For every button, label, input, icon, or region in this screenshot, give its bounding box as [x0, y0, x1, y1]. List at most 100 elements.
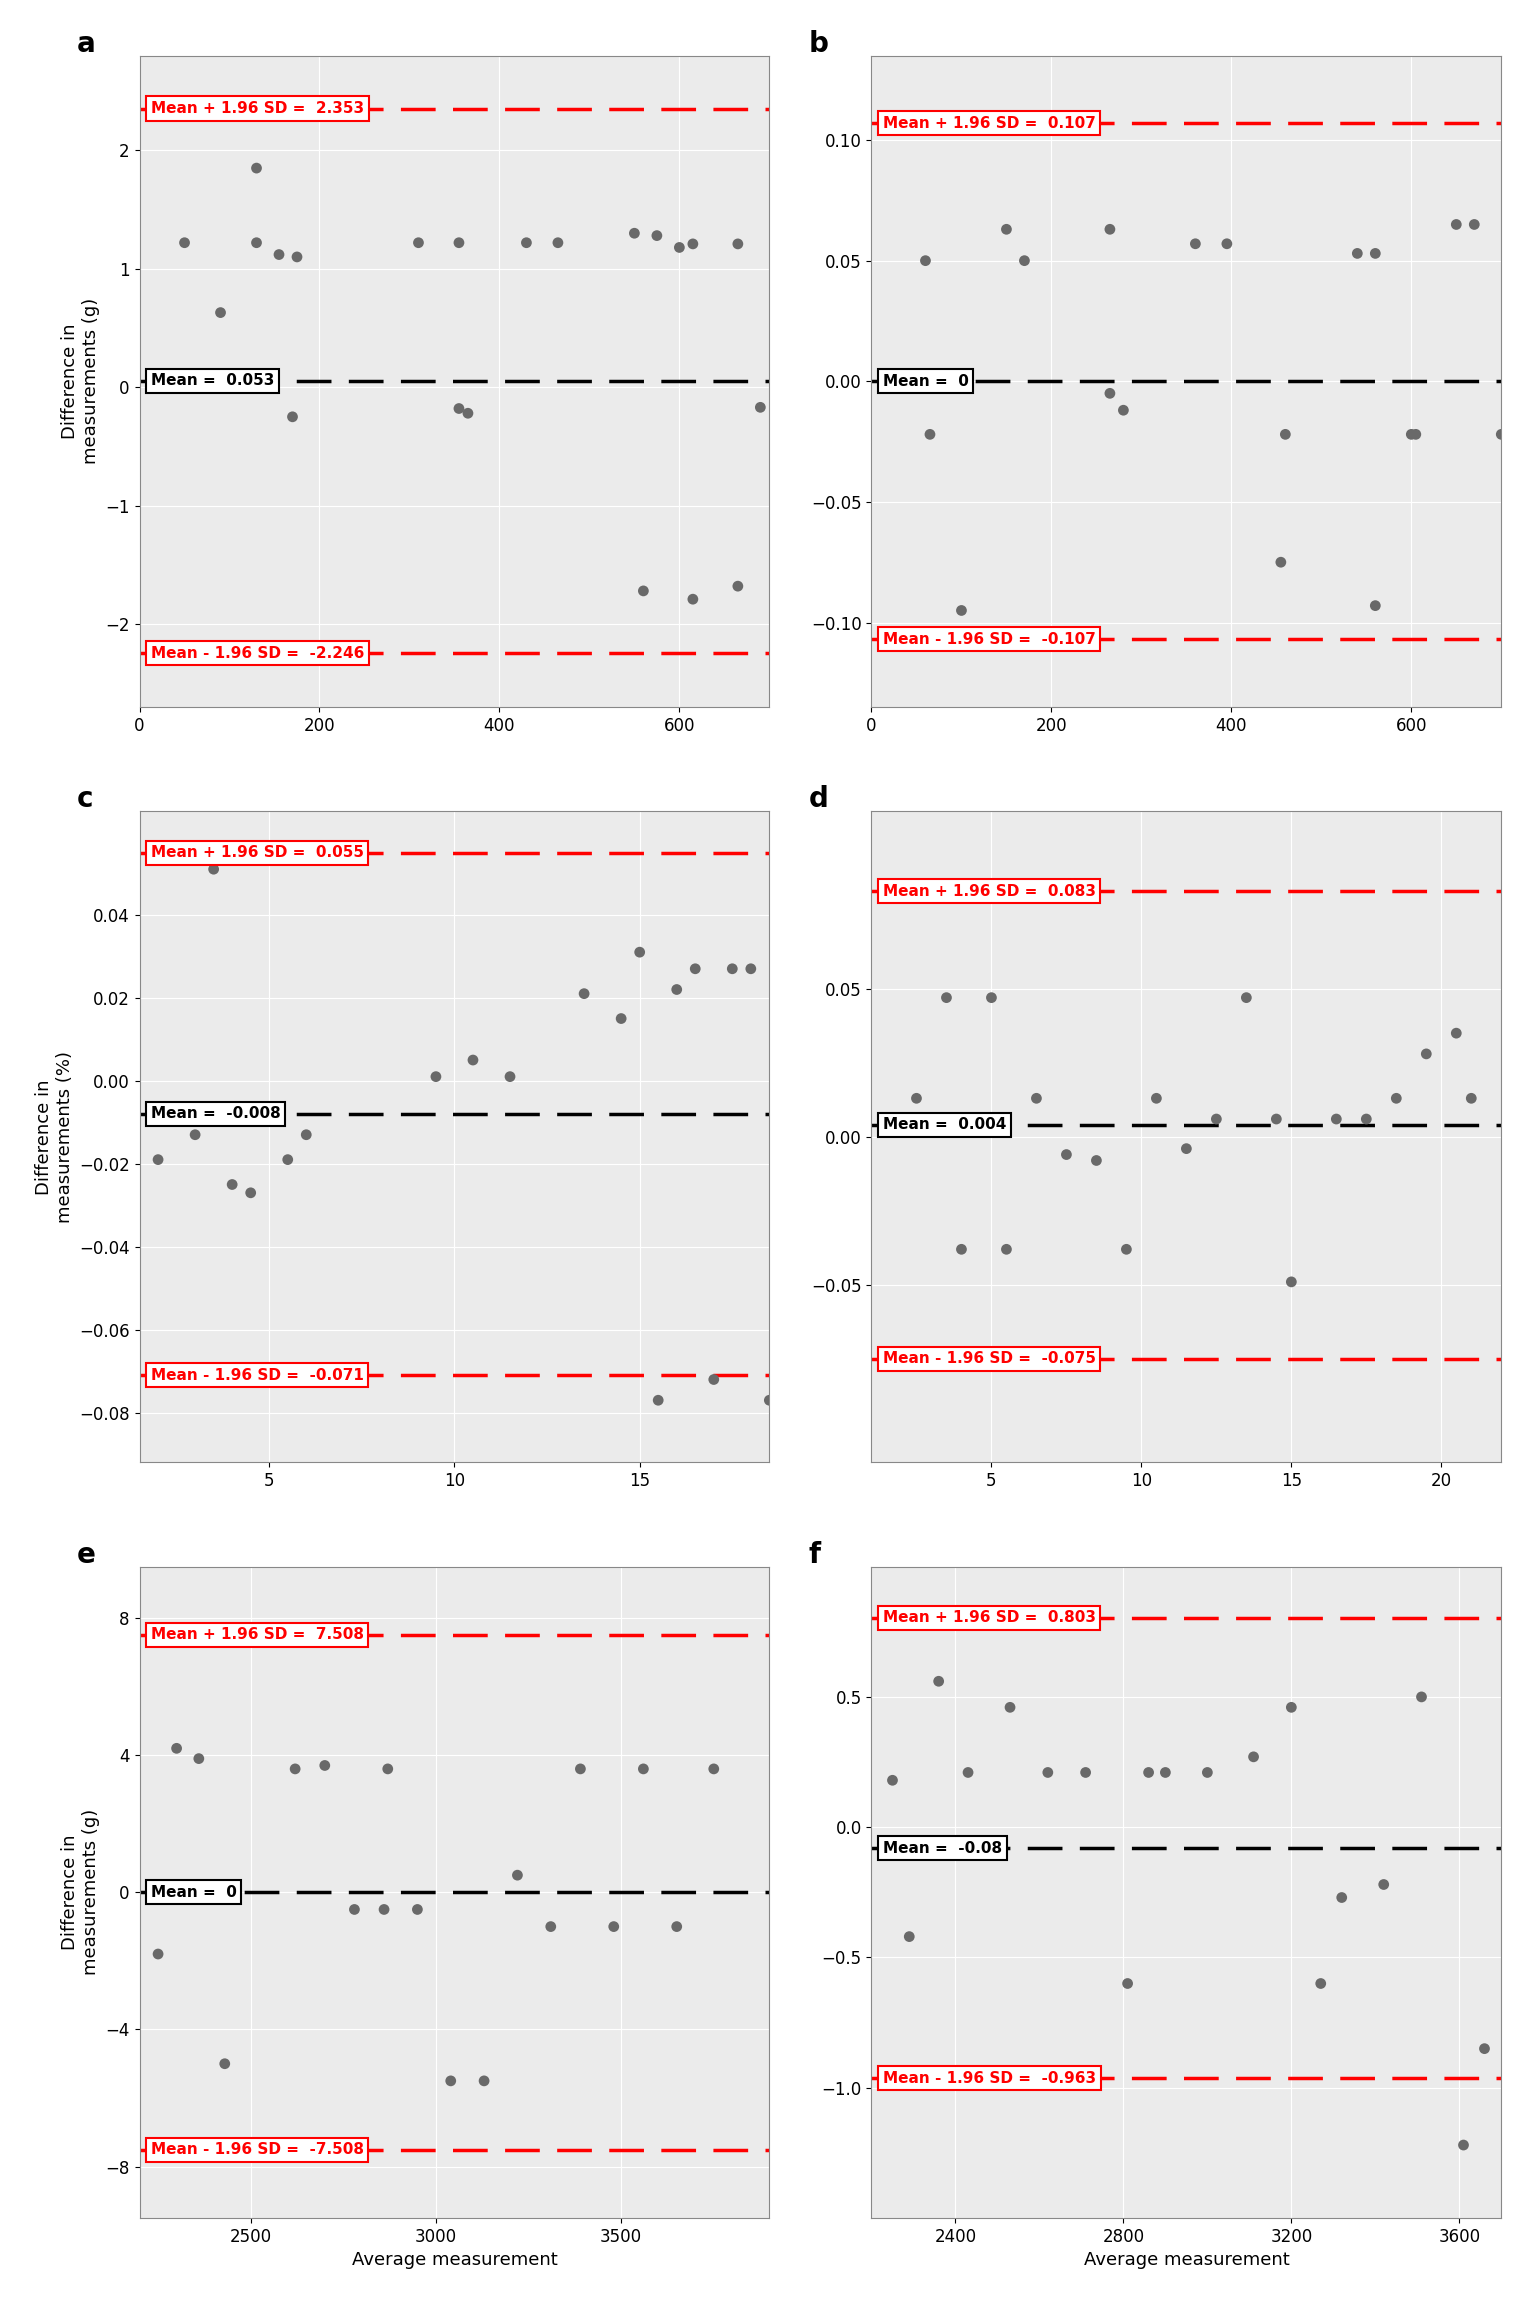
Text: b: b: [808, 30, 828, 58]
Point: [1273, 417, 1298, 454]
Point: [212, 2046, 237, 2083]
X-axis label: Average measurement: Average measurement: [1083, 2251, 1289, 2269]
Point: [375, 1751, 399, 1788]
Point: [1174, 1131, 1198, 1168]
Text: Mean - 1.96 SD =  -2.246: Mean - 1.96 SD = -2.246: [151, 645, 364, 661]
Point: [1330, 1880, 1355, 1917]
Point: [1111, 392, 1135, 429]
Point: [905, 1081, 929, 1117]
Point: [1415, 1034, 1439, 1071]
Point: [897, 1919, 922, 1956]
Point: [1279, 1689, 1304, 1726]
Point: [1195, 1753, 1220, 1790]
Point: [186, 1740, 210, 1776]
Point: [447, 223, 472, 260]
Point: [1074, 1753, 1098, 1790]
Point: [406, 1892, 430, 1928]
Point: [1264, 1101, 1289, 1138]
Point: [680, 226, 705, 263]
Point: [1144, 1081, 1169, 1117]
Point: [275, 1140, 300, 1177]
Point: [312, 1746, 336, 1783]
Point: [1346, 235, 1370, 272]
Point: [667, 228, 691, 265]
Point: [1355, 1101, 1379, 1138]
Point: [926, 1663, 951, 1700]
Point: [748, 389, 773, 426]
Point: [622, 214, 647, 251]
Point: [1399, 417, 1424, 454]
Point: [602, 1908, 627, 1945]
Point: [608, 1000, 633, 1037]
Point: [680, 581, 705, 617]
Point: [280, 399, 304, 435]
Point: [665, 1908, 690, 1945]
Point: [343, 1892, 367, 1928]
Point: [372, 1892, 396, 1928]
Point: [725, 226, 750, 263]
Point: [424, 1058, 449, 1094]
Point: [1462, 205, 1487, 242]
Text: d: d: [808, 786, 828, 813]
Point: [1012, 242, 1037, 279]
Point: [201, 850, 226, 887]
Point: [1404, 417, 1428, 454]
Point: [1269, 544, 1293, 581]
Point: [220, 1166, 244, 1203]
Point: [209, 295, 233, 332]
Point: [994, 212, 1018, 249]
Point: [647, 1382, 671, 1419]
Point: [571, 975, 596, 1011]
Point: [702, 1362, 727, 1399]
Point: [456, 394, 481, 431]
Point: [1309, 1965, 1333, 2002]
Point: [1035, 1753, 1060, 1790]
Text: c: c: [77, 786, 94, 813]
Text: Mean =  0.053: Mean = 0.053: [151, 373, 275, 389]
Point: [645, 217, 670, 253]
Point: [949, 592, 974, 629]
Point: [665, 970, 690, 1007]
Point: [238, 1175, 263, 1212]
Point: [1154, 1753, 1178, 1790]
Text: Mean + 1.96 SD =  0.083: Mean + 1.96 SD = 0.083: [883, 882, 1095, 899]
Point: [1098, 376, 1123, 412]
Point: [244, 223, 269, 260]
Point: [1115, 1965, 1140, 2002]
Text: Mean - 1.96 SD =  -0.075: Mean - 1.96 SD = -0.075: [883, 1352, 1095, 1366]
Point: [998, 1689, 1023, 1726]
Text: Mean - 1.96 SD =  -0.107: Mean - 1.96 SD = -0.107: [883, 631, 1095, 647]
Text: f: f: [808, 1541, 820, 1569]
Point: [684, 949, 708, 986]
Point: [1362, 588, 1387, 624]
Point: [978, 979, 1003, 1016]
Text: Mean =  -0.008: Mean = -0.008: [151, 1106, 281, 1122]
Point: [406, 223, 430, 260]
Point: [1233, 979, 1258, 1016]
Point: [1054, 1136, 1078, 1173]
Point: [631, 571, 656, 608]
Point: [164, 1730, 189, 1767]
Y-axis label: Difference in
measurements (g): Difference in measurements (g): [61, 297, 100, 465]
Text: Mean + 1.96 SD =  0.803: Mean + 1.96 SD = 0.803: [883, 1610, 1095, 1624]
Point: [1488, 417, 1513, 454]
Point: [1098, 212, 1123, 249]
Point: [702, 1751, 727, 1788]
Point: [1114, 1230, 1138, 1267]
Point: [1137, 1753, 1161, 1790]
Point: [1459, 1081, 1484, 1117]
Point: [505, 1857, 530, 1894]
Point: [739, 949, 763, 986]
Y-axis label: Difference in
measurements (%): Difference in measurements (%): [35, 1051, 74, 1223]
Text: Mean - 1.96 SD =  -7.508: Mean - 1.96 SD = -7.508: [151, 2143, 364, 2157]
Text: Mean + 1.96 SD =  0.055: Mean + 1.96 SD = 0.055: [151, 846, 364, 859]
Text: Mean =  0.004: Mean = 0.004: [883, 1117, 1006, 1134]
Point: [1384, 1081, 1409, 1117]
Point: [1372, 1866, 1396, 1903]
Point: [1241, 1740, 1266, 1776]
Point: [631, 1751, 656, 1788]
Point: [955, 1753, 980, 1790]
Point: [146, 1140, 170, 1177]
Point: [720, 949, 745, 986]
Point: [539, 1908, 564, 1945]
